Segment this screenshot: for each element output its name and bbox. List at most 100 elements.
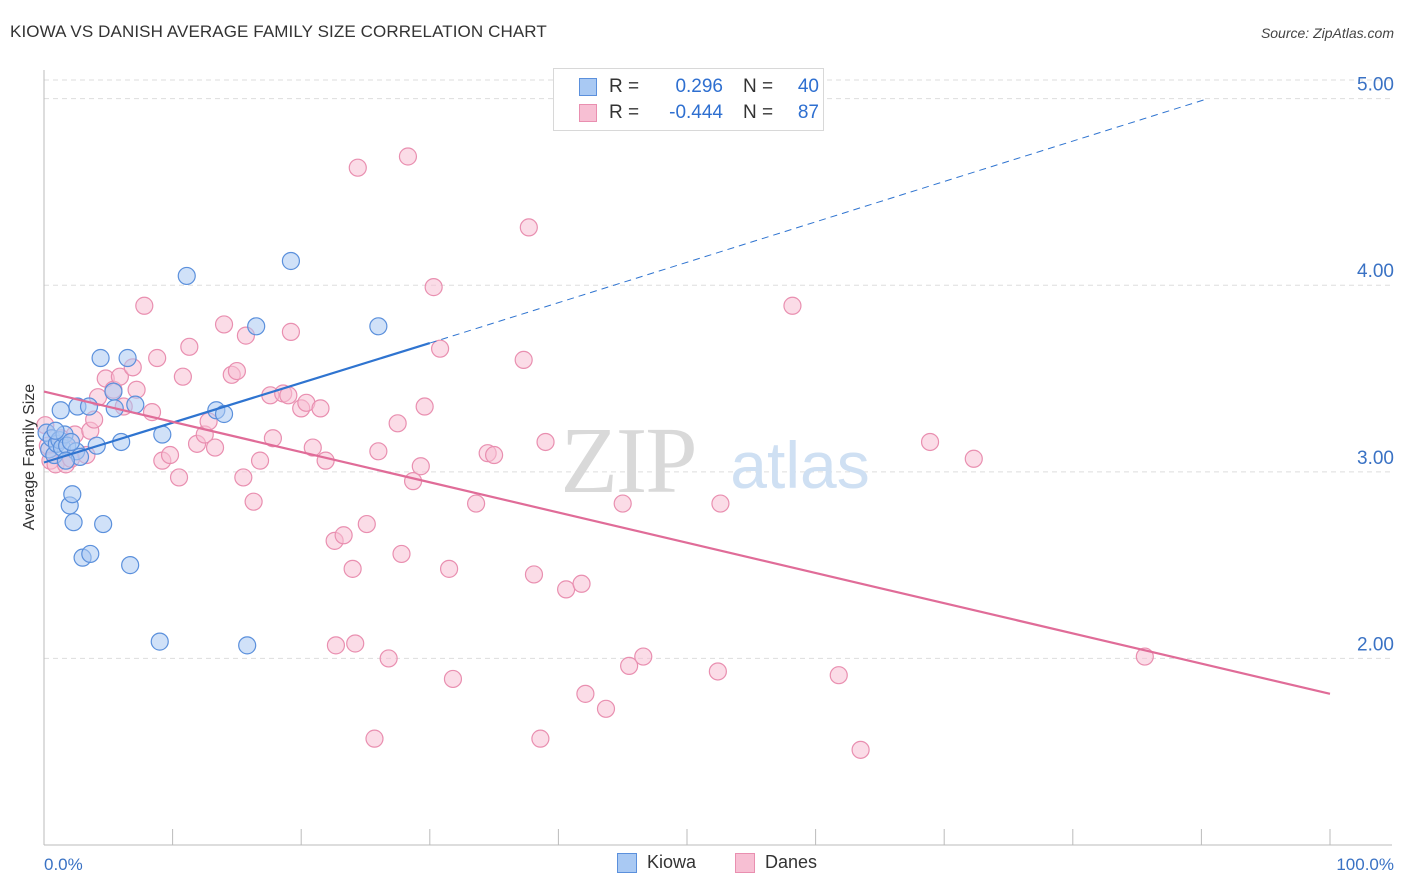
danes-point-87: [920, 432, 940, 452]
kiowa-point-35: [369, 317, 388, 336]
danes-point-56: [379, 649, 398, 668]
chart-title: KIOWA VS DANISH AVERAGE FAMILY SIZE CORR…: [10, 22, 547, 41]
danes-swatch: [579, 104, 597, 122]
danes-n-label: N =: [743, 102, 774, 123]
legend-kiowa-label: Kiowa: [647, 852, 697, 872]
y-tick-label-3: 5.00: [1357, 75, 1394, 96]
danes-point-32: [227, 361, 246, 381]
danes-point-66: [443, 669, 463, 689]
kiowa-trend-extension: [429, 98, 1208, 344]
danes-point-33: [234, 468, 253, 487]
danes-point-77: [576, 684, 595, 703]
danes-point-80: [620, 656, 639, 675]
danes-point-79: [613, 494, 632, 513]
source-label: Source: ZipAtlas.com: [1260, 25, 1394, 41]
danes-point-78: [596, 699, 616, 718]
danes-series: [36, 147, 1154, 759]
kiowa-point-19: [91, 348, 110, 368]
kiowa-point-27: [150, 632, 169, 651]
x-tick-label-max: 100.0%: [1336, 855, 1394, 874]
danes-point-85: [829, 666, 848, 685]
kiowa-point-11: [64, 513, 83, 532]
danes-point-50: [343, 559, 362, 578]
danes-point-58: [392, 544, 411, 564]
danes-point-70: [514, 350, 533, 369]
kiowa-n-value: 40: [797, 76, 819, 97]
danes-point-88: [964, 449, 983, 468]
y-tick-label-1: 3.00: [1357, 448, 1394, 469]
danes-point-84: [783, 296, 802, 315]
danes-point-41: [281, 322, 301, 341]
kiowa-series: [37, 251, 388, 655]
y-tick-label-0: 2.00: [1357, 634, 1394, 655]
danes-point-82: [708, 662, 727, 681]
kiowa-point-39: [61, 432, 81, 452]
kiowa-point-33: [247, 317, 266, 336]
danes-point-61: [411, 457, 430, 476]
axes: [43, 70, 1392, 846]
kiowa-point-29: [177, 266, 196, 286]
danes-point-73: [531, 729, 550, 748]
danes-point-65: [439, 559, 459, 578]
watermark-atlas: atlas: [730, 428, 869, 502]
legend-item-danes: Danes: [735, 852, 817, 873]
danes-point-81: [634, 647, 653, 666]
x-tick-labels: 0.0% 100.0%: [44, 855, 1394, 874]
x-tick-label-min: 0.0%: [44, 855, 83, 874]
series-legend: Kiowa Danes: [0, 852, 1406, 878]
danes-point-63: [424, 278, 443, 297]
danes-point-25: [180, 337, 199, 356]
danes-point-60: [403, 472, 423, 491]
danes-point-59: [398, 147, 418, 166]
danes-point-64: [430, 339, 450, 358]
danes-point-44: [303, 438, 322, 457]
danes-point-23: [169, 468, 189, 487]
danes-point-71: [519, 218, 538, 237]
kiowa-point-21: [104, 382, 123, 401]
danes-point-35: [244, 492, 263, 511]
danes-point-53: [357, 514, 376, 534]
danes-point-51: [346, 634, 365, 653]
danes-r-value: -0.444: [669, 102, 723, 123]
y-tick-label-2: 4.00: [1357, 261, 1394, 282]
legend-kiowa-swatch: [617, 852, 637, 873]
x-ticks: [172, 829, 1331, 845]
legend-item-kiowa: Kiowa: [617, 852, 696, 873]
danes-n-value: 87: [797, 102, 819, 123]
danes-r-label: R =: [609, 102, 640, 123]
danes-point-67: [466, 494, 486, 513]
danes-trend-line: [43, 390, 1331, 695]
danes-point-52: [348, 158, 367, 177]
kiowa-point-17: [81, 544, 100, 564]
legend-danes-label: Danes: [765, 852, 818, 872]
danes-point-36: [250, 451, 270, 470]
legend-row-kiowa: R = 0.296 N = 40: [579, 75, 819, 99]
danes-point-37: [263, 429, 283, 448]
danes-point-54: [365, 729, 384, 748]
legend-row-danes: R = -0.444 N = 87: [579, 101, 819, 125]
danes-point-46: [316, 451, 335, 470]
watermark: ZIP atlas: [561, 409, 870, 513]
watermark-zip: ZIP: [561, 409, 696, 513]
legend-danes-swatch: [735, 852, 755, 873]
kiowa-point-32: [238, 636, 257, 655]
kiowa-swatch: [579, 78, 597, 96]
kiowa-r-label: R =: [609, 76, 640, 97]
y-tick-labels: 2.00 3.00 4.00 5.00: [1357, 75, 1394, 656]
danes-point-72: [524, 565, 544, 584]
danes-point-20: [148, 348, 167, 368]
danes-point-55: [369, 442, 388, 461]
danes-point-30: [214, 315, 234, 334]
kiowa-r-value: 0.296: [675, 76, 723, 97]
danes-point-69: [485, 445, 504, 465]
trend-lines: [43, 98, 1331, 695]
danes-point-83: [711, 494, 730, 513]
kiowa-point-25: [121, 556, 140, 575]
kiowa-point-37: [46, 421, 65, 440]
danes-point-74: [536, 432, 555, 452]
kiowa-point-34: [281, 251, 301, 271]
danes-point-76: [572, 574, 591, 593]
danes-point-24: [173, 367, 192, 386]
kiowa-point-10: [63, 485, 82, 504]
